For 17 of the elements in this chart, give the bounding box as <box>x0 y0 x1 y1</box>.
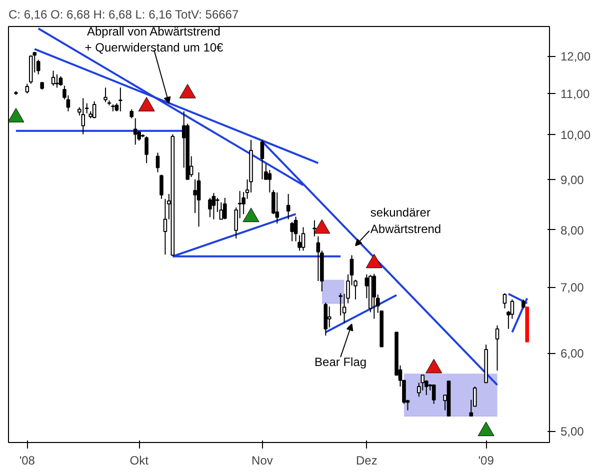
x-tick-label: '09 <box>478 454 494 468</box>
y-tick-label: 10,00 <box>560 128 591 142</box>
y-tick-label: 9,00 <box>560 172 584 187</box>
x-tick-label: '08 <box>19 454 36 468</box>
x-tick-label: Okt <box>130 454 150 468</box>
annotation: Abprall von Abwärtstrend + Querwiderstand um 10€ <box>84 24 224 55</box>
y-tick-label: 11,00 <box>560 86 590 101</box>
y-tick-label: 8,00 <box>560 223 584 238</box>
y-tick-label: 12,00 <box>560 50 591 64</box>
x-tick-label: Dez <box>356 454 378 468</box>
y-tick-label: 5,00 <box>560 424 584 439</box>
x-tick-label: Nov <box>252 454 273 468</box>
annotation: Bear Flag <box>314 355 367 370</box>
chart-title: C: 6,16 O: 6,68 H: 6,68 L: 6,16 TotV: 56667 <box>8 8 239 22</box>
y-tick-label: 7,00 <box>560 280 584 295</box>
annotation: sekundärer Abwärtstrend <box>370 206 442 236</box>
y-tick-label: 6,00 <box>560 346 584 361</box>
